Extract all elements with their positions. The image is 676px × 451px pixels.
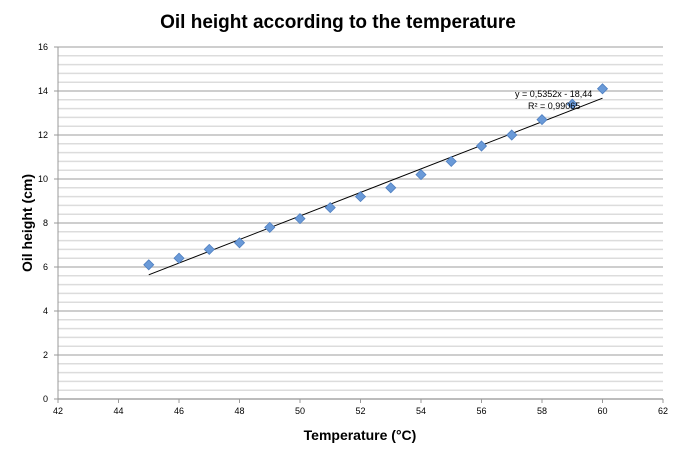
data-point (143, 259, 155, 271)
data-point (415, 169, 427, 181)
x-tick-label: 48 (234, 406, 244, 416)
data-point (506, 129, 518, 141)
data-point (475, 140, 488, 152)
x-tick-label: 42 (53, 406, 63, 416)
x-tick-label: 62 (658, 406, 668, 416)
data-point (566, 98, 578, 110)
x-tick-label: 46 (174, 406, 184, 416)
data-point (354, 191, 367, 203)
data-points (143, 83, 609, 271)
x-tick-label: 44 (113, 406, 123, 416)
y-tick-label: 2 (43, 350, 48, 360)
data-point (385, 182, 397, 194)
data-point (203, 243, 215, 255)
trendline-equation: y = 0,5352x - 18,44 (515, 89, 592, 99)
x-axis-label: Temperature (°C) (304, 427, 417, 443)
trendline-group (148, 97, 603, 276)
trendline (148, 97, 603, 276)
data-point (233, 237, 246, 249)
y-tick-label: 8 (43, 218, 48, 228)
gridlines (58, 46, 663, 400)
x-tick-label: 60 (597, 406, 607, 416)
data-point (536, 114, 548, 126)
data-point (173, 252, 185, 264)
x-tick-label: 50 (295, 406, 305, 416)
data-point (324, 202, 336, 214)
chart-title: Oil height according to the temperature (160, 12, 516, 33)
y-tick-label: 10 (38, 174, 48, 184)
x-tick-label: 58 (537, 406, 547, 416)
y-tick-label: 16 (38, 42, 48, 52)
y-tick-label: 0 (43, 394, 48, 404)
data-point (264, 221, 276, 233)
x-tick-label: 54 (416, 406, 426, 416)
y-tick-label: 14 (38, 86, 48, 96)
axes (54, 46, 664, 403)
y-tick-label: 6 (43, 262, 48, 272)
y-tick-label: 12 (38, 130, 48, 140)
x-tick-label: 52 (355, 406, 365, 416)
y-axis-label: Oil height (cm) (19, 174, 35, 272)
data-point (596, 83, 609, 95)
trendline-r2: R² = 0,99065 (528, 101, 580, 111)
data-point (294, 213, 306, 225)
x-tick-label: 56 (476, 406, 486, 416)
y-tick-label: 4 (43, 306, 48, 316)
data-point (445, 155, 457, 167)
